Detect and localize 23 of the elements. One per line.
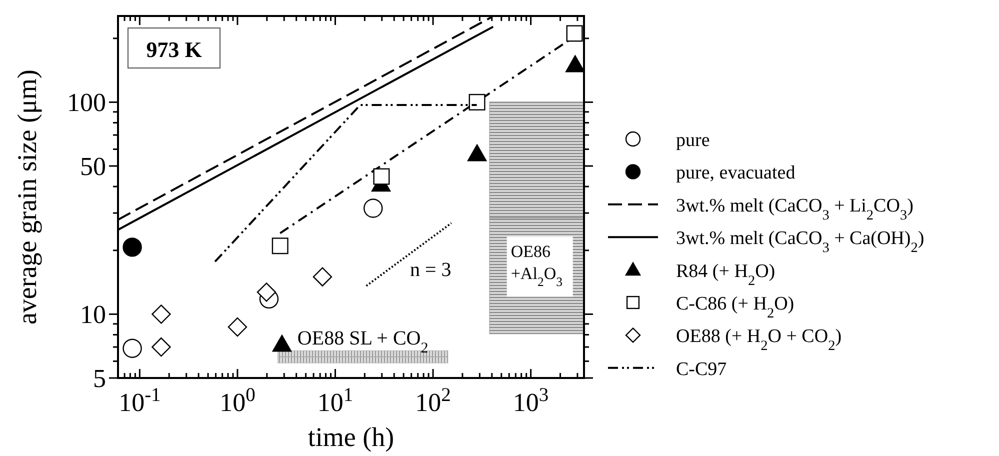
legend-label: pure — [676, 130, 710, 151]
x-tick-label: 10$^{0}$ — [220, 384, 256, 417]
y-axis-title: average grain size (μm) — [12, 69, 42, 325]
y-tick-label: 50 — [80, 152, 106, 182]
x-tick-label: 10$^{-1}$ — [118, 384, 161, 417]
series-label: OE86 +Al$_{2}$O$_{3}$ — [510, 242, 562, 289]
legend-label: 3wt.% melt (CaCO$_{3}$ + Li$_{2}$CO$_{3}$) — [676, 195, 914, 224]
y-tick-label: 5 — [93, 364, 106, 393]
x-tick-label: 10$^{2}$ — [415, 384, 451, 417]
legend-label: OE88 (+ H$_{2}$O + CO$_{2}$) — [676, 326, 842, 354]
x-tick-label: 10$^{1}$ — [317, 384, 354, 417]
legend-label: 3wt.% melt (CaCO$_{3}$ + Ca(OH)$_{2}$) — [676, 228, 924, 256]
series-label: OE88 SL + CO$_{2}$ — [297, 328, 428, 357]
legend-label: R84 (+ H$_{2}$O) — [676, 260, 776, 289]
x-axis-title: time (h) — [308, 422, 394, 452]
legend-label: C-C86 (+ H$_{2}$O) — [676, 294, 794, 322]
y-tick-label: 10 — [80, 300, 106, 330]
legend-label: C-C97 — [676, 358, 727, 380]
annotation: 973 K — [146, 37, 202, 62]
x-tick-label: 10$^{3}$ — [512, 384, 549, 417]
annotation: n = 3 — [410, 259, 452, 281]
legend-label: pure, evacuated — [676, 162, 796, 184]
y-tick-label: 100 — [67, 88, 106, 118]
